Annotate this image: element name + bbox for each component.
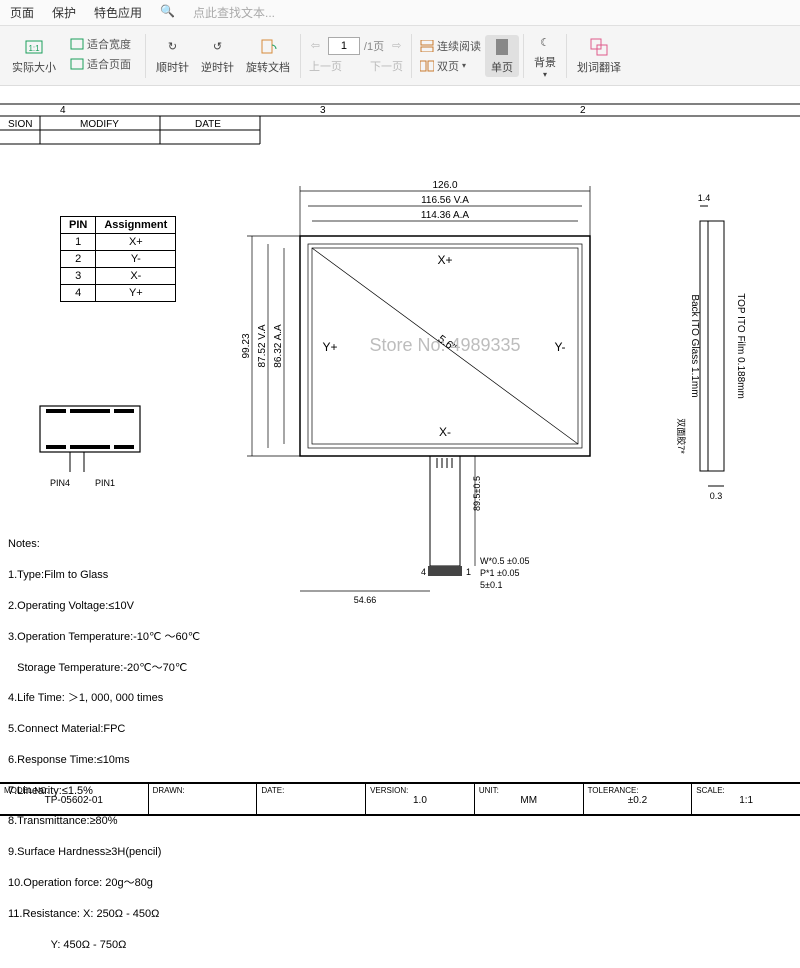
- title-block: MODEL NO.TP-05602-01 DRAWN: DATE: VERSIO…: [0, 782, 800, 816]
- toolbar: 1:1 实际大小 适合宽度 适合页面 ↻顺时针 ↺逆时针 旋转文档 ⇦ /1页 …: [0, 26, 800, 86]
- translate-icon: [589, 37, 609, 57]
- rotate-cw-button[interactable]: ↻顺时针: [150, 35, 195, 77]
- single-page-icon: [492, 37, 512, 57]
- search-placeholder[interactable]: 点此查找文本...: [193, 4, 275, 21]
- svg-text:126.0: 126.0: [432, 180, 457, 191]
- svg-text:1:1: 1:1: [28, 44, 40, 53]
- svg-text:DATE: DATE: [195, 119, 221, 130]
- page-input[interactable]: [328, 37, 360, 55]
- svg-text:Back ITO Glass 1.1mm: Back ITO Glass 1.1mm: [689, 294, 700, 397]
- rotate-ccw-button[interactable]: ↺逆时针: [195, 35, 240, 77]
- fit-page-button[interactable]: 适合页面: [66, 55, 135, 73]
- svg-text:X+: X+: [437, 253, 452, 267]
- background-button[interactable]: ☾背景▾: [528, 30, 562, 81]
- menu-features[interactable]: 特色应用: [94, 4, 142, 21]
- svg-text:P*1 ±0.05: P*1 ±0.05: [480, 568, 519, 578]
- svg-text:86.32 A.A: 86.32 A.A: [273, 324, 284, 368]
- svg-text:双面胶7*: 双面胶7*: [676, 418, 687, 454]
- menu-bar: 页面 保护 特色应用 🔍 点此查找文本...: [0, 0, 800, 26]
- prev-page-icon: ⇦: [307, 38, 324, 53]
- svg-text:0.3: 0.3: [710, 491, 723, 501]
- menu-page[interactable]: 页面: [10, 4, 34, 21]
- drawing-canvas: 4 3 2 SION MODIFY DATE X+ X- Y+ Y- 5.6" …: [0, 86, 800, 816]
- next-page-button: 下一页: [366, 57, 407, 75]
- watermark: Store No: 4989335: [369, 335, 520, 355]
- moon-icon: ☾: [535, 32, 555, 52]
- page-total: /1页: [364, 38, 384, 54]
- svg-text:PIN4: PIN4: [50, 478, 70, 488]
- rotate-ccw-icon: ↺: [208, 37, 228, 57]
- rotate-cw-icon: ↻: [163, 37, 183, 57]
- svg-text:5±0.1: 5±0.1: [480, 580, 502, 590]
- svg-text:1: 1: [466, 567, 471, 577]
- pin-table: PINAssignment 1X+ 2Y- 3X- 4Y+: [60, 216, 176, 302]
- svg-text:2: 2: [580, 105, 586, 116]
- svg-text:99.23: 99.23: [241, 333, 252, 358]
- svg-text:89.5±0.5: 89.5±0.5: [472, 476, 482, 511]
- actual-size-button[interactable]: 1:1 实际大小: [6, 35, 62, 77]
- double-page-button[interactable]: 双页▾: [416, 57, 485, 75]
- svg-text:Y-: Y-: [555, 340, 566, 354]
- svg-text:4: 4: [421, 567, 426, 577]
- svg-text:TOP ITO Film 0.188mm: TOP ITO Film 0.188mm: [735, 293, 746, 399]
- rotate-doc-icon: [258, 37, 278, 57]
- svg-text:116.56 V.A: 116.56 V.A: [421, 195, 469, 206]
- svg-text:MODIFY: MODIFY: [80, 119, 119, 130]
- svg-text:PIN1: PIN1: [95, 478, 115, 488]
- continuous-button[interactable]: 连续阅读: [416, 37, 485, 55]
- svg-text:Y+: Y+: [322, 340, 337, 354]
- next-page-icon: ⇨: [388, 38, 405, 53]
- svg-text:114.36 A.A: 114.36 A.A: [421, 210, 470, 221]
- single-page-button[interactable]: 单页: [485, 35, 519, 77]
- svg-text:4: 4: [60, 105, 66, 116]
- ratio-icon: 1:1: [24, 37, 44, 57]
- svg-text:3: 3: [320, 105, 326, 116]
- translate-button[interactable]: 划词翻译: [571, 35, 627, 77]
- svg-text:87.52 V.A: 87.52 V.A: [257, 324, 268, 367]
- svg-text:X-: X-: [439, 425, 451, 439]
- svg-text:W*0.5 ±0.05: W*0.5 ±0.05: [480, 556, 529, 566]
- notes-block: Notes: 1.Type:Film to Glass 2.Operating …: [8, 522, 200, 968]
- menu-protect[interactable]: 保护: [52, 4, 76, 21]
- svg-text:54.66: 54.66: [354, 595, 377, 605]
- svg-text:1.4: 1.4: [698, 193, 711, 203]
- rotate-doc-button[interactable]: 旋转文档: [240, 35, 296, 77]
- svg-text:SION: SION: [8, 119, 32, 130]
- prev-page-button: 上一页: [305, 57, 346, 75]
- search-icon[interactable]: 🔍: [160, 4, 175, 21]
- fit-width-button[interactable]: 适合宽度: [66, 35, 135, 53]
